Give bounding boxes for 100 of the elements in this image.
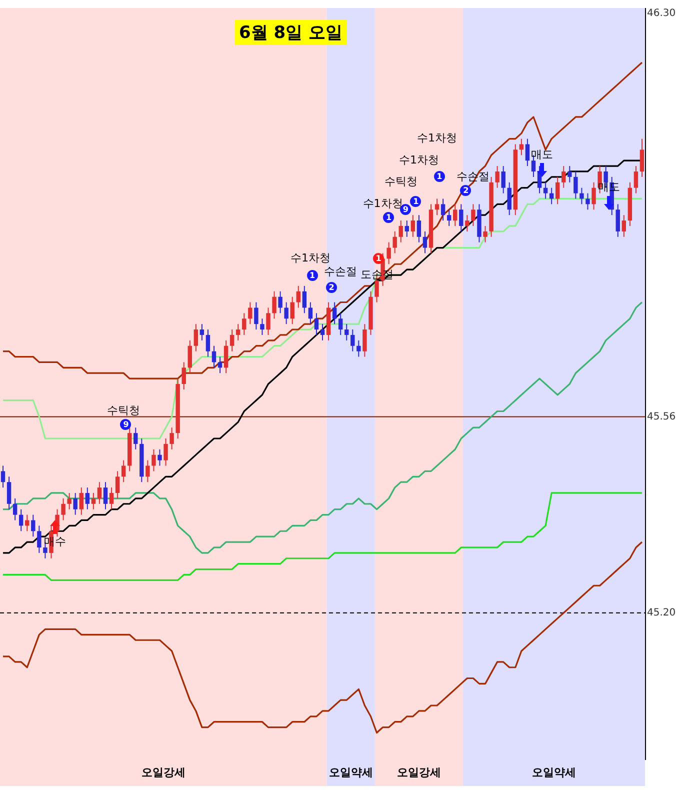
candlestick — [121, 460, 126, 483]
candlestick — [236, 324, 240, 341]
candlestick — [79, 487, 84, 516]
annotation: 수1차청 — [290, 252, 330, 265]
candlestick — [182, 362, 186, 390]
candlestick — [501, 166, 506, 194]
candlestick — [103, 482, 108, 510]
candlestick — [440, 198, 446, 222]
candlestick — [404, 220, 410, 238]
annotation: 수1차청 — [362, 197, 403, 210]
candlestick — [212, 345, 216, 368]
candlestick — [31, 514, 36, 538]
y-tick-label: 46.30 — [647, 8, 676, 20]
candlestick — [332, 302, 337, 325]
candlestick — [266, 307, 270, 336]
candlestick — [230, 329, 234, 352]
candlestick — [356, 340, 361, 358]
candlestick — [6, 476, 12, 510]
candlestick — [200, 324, 204, 341]
candlestick — [350, 329, 355, 352]
candlestick — [344, 324, 349, 341]
candlestick — [146, 460, 150, 483]
annotation: 수1차청 — [417, 132, 458, 145]
candlestick — [519, 138, 524, 156]
text: 오일강세 — [141, 766, 186, 779]
text: 오일약세 — [532, 766, 576, 779]
candlestick — [568, 166, 572, 183]
candlestick — [67, 492, 72, 510]
candlestick — [586, 192, 590, 210]
text: 오일약세 — [328, 766, 373, 779]
annotation: 수1차청 — [398, 153, 439, 166]
candlestick — [453, 204, 458, 226]
annotation: 수손절 — [324, 265, 358, 278]
candlestick — [434, 198, 440, 216]
candlestick — [152, 448, 156, 472]
candlestick — [410, 214, 416, 238]
candlestick — [465, 214, 470, 232]
candlestick — [134, 427, 138, 450]
candlestick — [260, 318, 264, 336]
candlestick — [272, 290, 276, 320]
y-tick-label: 45.20 — [647, 607, 676, 618]
candlestick — [278, 290, 282, 314]
candlestick — [73, 492, 78, 516]
candlestick — [616, 204, 620, 238]
candlestick — [18, 508, 24, 532]
candlestick — [308, 302, 313, 325]
candlestick — [562, 166, 566, 188]
candlestick — [242, 312, 246, 336]
candlestick — [284, 302, 288, 325]
candlestick — [37, 525, 42, 554]
candlestick — [91, 492, 96, 510]
candlestick — [640, 138, 644, 178]
candlestick — [12, 498, 18, 521]
candlestick — [109, 487, 114, 510]
annotation: 수틱청 — [384, 175, 418, 188]
candlestick — [218, 356, 222, 374]
candlestick — [592, 182, 596, 210]
candlestick — [194, 324, 198, 352]
candlestick — [422, 230, 428, 254]
candlestick — [392, 230, 397, 254]
candlestick — [459, 204, 464, 232]
text: 오일강세 — [396, 766, 441, 779]
candlestick — [416, 214, 422, 243]
candlestick — [362, 324, 367, 358]
candlestick — [543, 182, 548, 200]
candlestick — [85, 487, 90, 510]
candlestick — [170, 427, 174, 450]
candlestick — [0, 465, 6, 488]
candlestick — [248, 302, 252, 325]
candlestick — [471, 204, 476, 226]
candlestick — [525, 138, 530, 167]
candlestick — [254, 302, 258, 330]
candlestick — [574, 170, 578, 200]
candlestick — [555, 176, 560, 205]
candlestick — [164, 438, 168, 466]
candlestick — [296, 285, 300, 308]
candlestick — [188, 340, 192, 374]
candlestick — [25, 514, 30, 532]
candlestick — [224, 340, 228, 374]
candlestick — [580, 187, 584, 205]
annotation: 수틱청 — [107, 404, 140, 418]
candlestick — [320, 324, 325, 341]
candlestick — [97, 482, 102, 504]
candlestick — [158, 448, 162, 466]
annotation: 매도 — [530, 148, 553, 161]
candlestick — [61, 498, 66, 521]
y-tick-label: 45.56 — [647, 411, 676, 422]
candlestick — [507, 182, 512, 216]
candlestick — [634, 166, 638, 194]
candlestick — [206, 329, 210, 358]
candlestick — [338, 312, 343, 336]
candlestick — [398, 220, 403, 243]
candlestick — [302, 285, 307, 314]
text: 6월 8일 오일 — [235, 20, 346, 45]
candlestick — [495, 166, 500, 188]
candlestick — [386, 242, 391, 265]
candlestick — [290, 296, 294, 325]
candlestick — [483, 225, 488, 243]
candlestick — [314, 312, 319, 336]
candlestick — [622, 214, 626, 238]
